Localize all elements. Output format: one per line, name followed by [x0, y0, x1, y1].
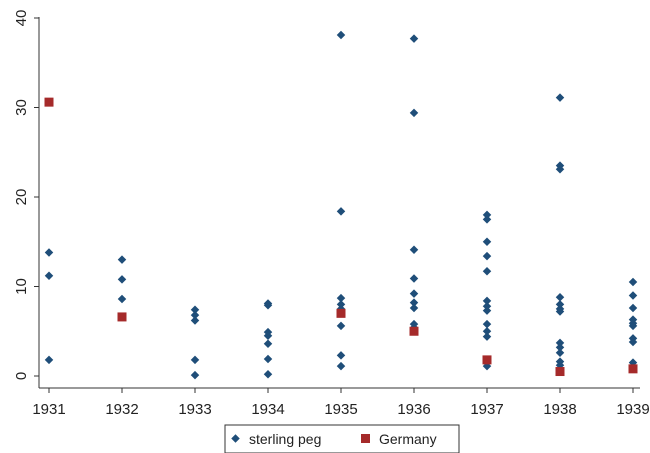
point-germany: [482, 355, 492, 365]
data-points: [44, 30, 638, 380]
point-sterling-peg: [117, 294, 127, 304]
point-sterling-peg: [482, 332, 492, 341]
point-sterling-peg: [263, 331, 273, 340]
y-tick-label: 20: [13, 189, 30, 206]
point-sterling-peg: [482, 210, 492, 220]
y-tick-label: 0: [13, 372, 30, 380]
x-tick-label: 1937: [470, 401, 503, 418]
point-sterling-peg: [482, 267, 492, 276]
point-sterling-peg: [44, 271, 54, 281]
point-germany: [628, 364, 638, 374]
point-sterling-peg: [409, 289, 419, 298]
point-sterling-peg: [482, 306, 492, 315]
point-sterling-peg: [409, 245, 419, 255]
y-tick-label: 30: [13, 99, 30, 116]
point-sterling-peg: [336, 207, 346, 216]
point-sterling-peg: [263, 354, 273, 364]
point-sterling-peg: [482, 215, 492, 224]
axes: [34, 17, 640, 393]
x-tick-label: 1935: [324, 401, 357, 418]
point-sterling-peg: [628, 303, 638, 313]
point-germany: [117, 312, 127, 322]
point-sterling-peg: [336, 321, 346, 331]
point-sterling-peg: [336, 30, 346, 40]
x-tick-label: 1938: [543, 401, 576, 418]
x-tick-label: 1933: [178, 401, 211, 418]
y-tick-label: 40: [13, 10, 30, 27]
point-sterling-peg: [628, 277, 638, 287]
x-tick-label: 1931: [32, 401, 65, 418]
point-sterling-peg: [190, 370, 200, 380]
point-sterling-peg: [555, 348, 565, 357]
point-sterling-peg: [190, 316, 200, 325]
point-sterling-peg: [555, 300, 565, 309]
point-sterling-peg: [409, 303, 419, 313]
legend-label-germany: Germany: [379, 431, 437, 447]
point-germany: [44, 97, 54, 107]
point-sterling-peg: [555, 292, 565, 302]
point-sterling-peg: [482, 327, 492, 336]
point-germany: [336, 308, 346, 318]
point-sterling-peg: [44, 355, 54, 365]
point-sterling-peg: [263, 339, 273, 349]
point-sterling-peg: [555, 307, 565, 316]
point-sterling-peg: [336, 351, 346, 360]
point-germany: [555, 367, 565, 377]
point-sterling-peg: [336, 361, 346, 371]
point-sterling-peg: [190, 310, 200, 320]
legend-label-sterling-peg: sterling peg: [249, 431, 321, 447]
point-germany: [409, 326, 419, 336]
point-sterling-peg: [336, 300, 346, 309]
point-sterling-peg: [628, 337, 638, 347]
tick-labels: 0 10 20 30 40 1931 1932 1933 1934 1935 1936 1937 193…: [13, 10, 650, 418]
point-sterling-peg: [336, 293, 346, 303]
point-sterling-peg: [555, 343, 565, 352]
legend-marker-sterling-peg: [231, 434, 240, 443]
point-sterling-peg: [409, 298, 419, 307]
legend-marker-germany: [361, 434, 370, 443]
point-sterling-peg: [409, 34, 419, 43]
point-sterling-peg: [482, 301, 492, 311]
x-tick-label: 1932: [105, 401, 138, 418]
x-tick-label: 1936: [397, 401, 430, 418]
point-sterling-peg: [555, 93, 565, 102]
point-sterling-peg: [263, 369, 273, 379]
point-sterling-peg: [190, 305, 200, 315]
legend: sterling peg Germany: [224, 424, 460, 453]
y-tick-label: 10: [13, 278, 30, 295]
point-sterling-peg: [117, 275, 127, 284]
point-sterling-peg: [482, 237, 492, 246]
point-sterling-peg: [628, 321, 638, 331]
point-sterling-peg: [482, 296, 492, 306]
point-sterling-peg: [263, 301, 273, 310]
point-sterling-peg: [117, 255, 127, 264]
point-sterling-peg: [409, 108, 419, 118]
x-tick-label: 1939: [616, 401, 649, 418]
point-sterling-peg: [190, 355, 200, 365]
point-sterling-peg: [482, 319, 492, 329]
point-sterling-peg: [409, 274, 419, 283]
point-sterling-peg: [628, 291, 638, 300]
point-sterling-peg: [44, 248, 54, 257]
x-tick-label: 1934: [251, 401, 284, 418]
point-sterling-peg: [555, 338, 565, 348]
point-sterling-peg: [482, 251, 492, 261]
legend-box: [224, 424, 460, 453]
